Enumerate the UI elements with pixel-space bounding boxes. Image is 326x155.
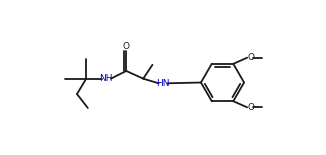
Text: O: O: [123, 42, 130, 51]
Text: NH: NH: [99, 74, 113, 83]
Text: HN: HN: [156, 79, 170, 88]
Text: O: O: [248, 103, 255, 112]
Text: O: O: [248, 53, 255, 62]
